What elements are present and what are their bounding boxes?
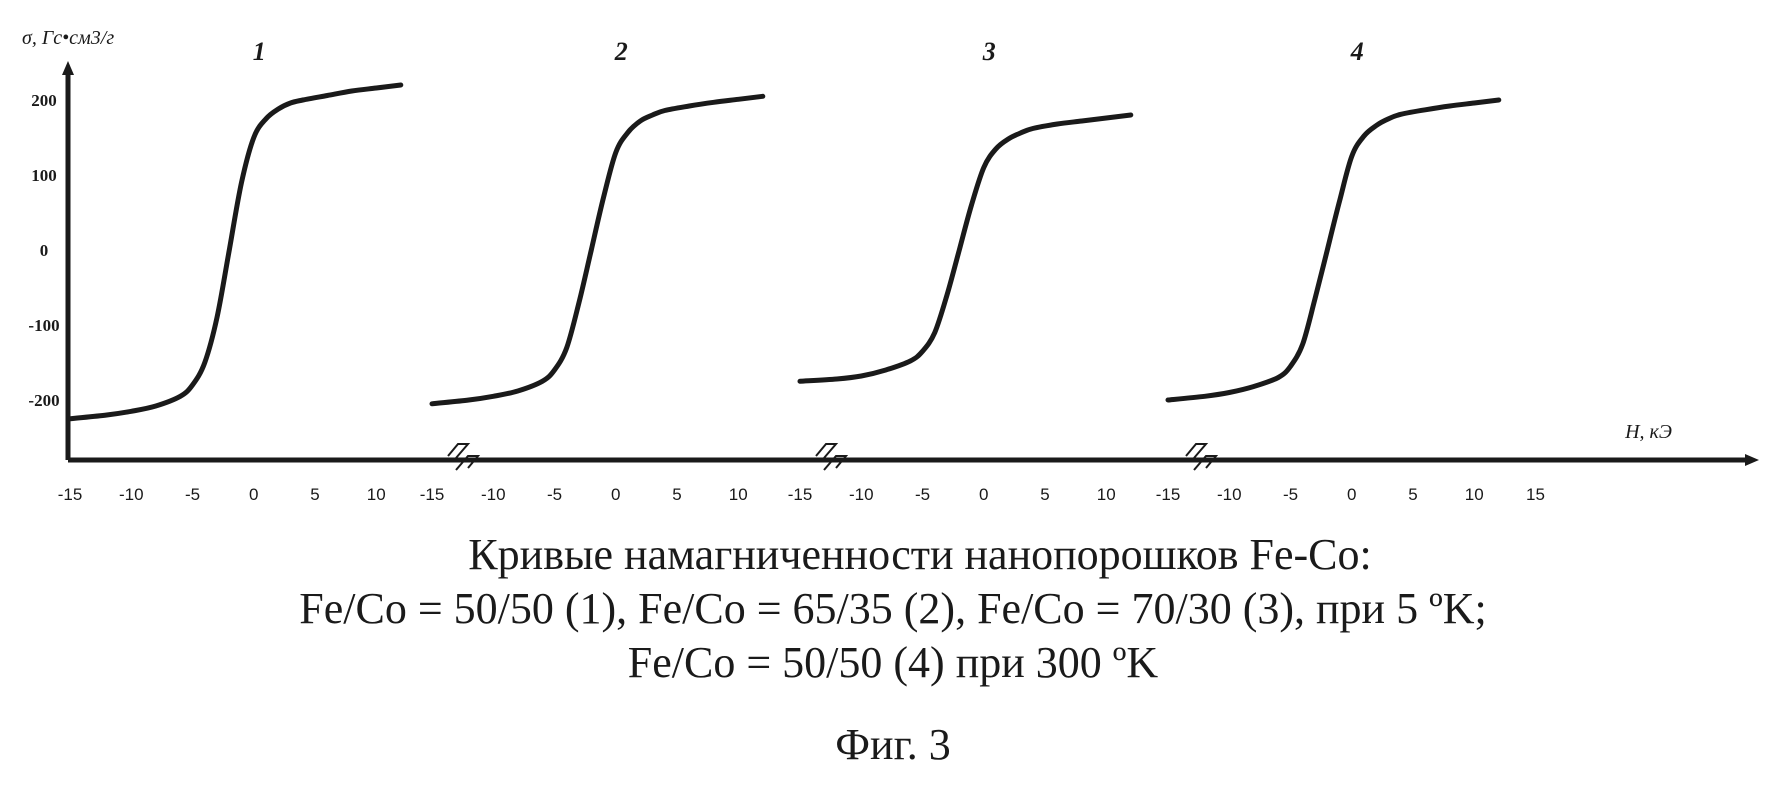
- magnetization-curve-4: [1168, 100, 1499, 400]
- x-axis-label: Н, кЭ: [1624, 421, 1672, 443]
- x-tick-label: -15: [58, 485, 83, 504]
- axis-break-mark-3: [1186, 444, 1216, 470]
- x-tick-label: 5: [310, 485, 319, 504]
- axis-break-mark-1: [448, 444, 478, 470]
- x-tick-label: -10: [481, 485, 506, 504]
- x-tick-label: 0: [611, 485, 620, 504]
- curve-label-3: 3: [982, 37, 996, 66]
- caption-line-1: Fe/Co = 50/50 (1), Fe/Co = 65/35 (2), Fe…: [0, 584, 1786, 634]
- x-tick-label: -15: [1156, 485, 1181, 504]
- x-tick-label: -10: [849, 485, 874, 504]
- x-tick-label: -15: [788, 485, 813, 504]
- x-tick-label: -15: [420, 485, 445, 504]
- x-tick-label: 10: [1097, 485, 1116, 504]
- caption-title: Кривые намагниченности нанопорошков Fe-C…: [360, 530, 1480, 580]
- y-axis-label: σ, Гс•см3/г: [22, 27, 114, 49]
- x-tick-label: -5: [547, 485, 562, 504]
- x-tick-label: -5: [185, 485, 200, 504]
- y-tick-label: -200: [28, 391, 59, 410]
- y-tick-label: 200: [31, 91, 57, 110]
- x-tick-label: -10: [119, 485, 144, 504]
- x-tick-label: 5: [672, 485, 681, 504]
- x-tick-label: 10: [1465, 485, 1484, 504]
- axis-break-mark-2: [816, 444, 846, 470]
- curve-label-1: 1: [253, 37, 266, 66]
- x-tick-label: 5: [1408, 485, 1417, 504]
- magnetization-curve-1: [70, 85, 401, 419]
- caption-line-2: Fe/Co = 50/50 (4) при 300 ºK: [0, 638, 1786, 688]
- x-tick-label: -5: [1283, 485, 1298, 504]
- magnetization-curve-2: [432, 96, 763, 404]
- magnetization-curve-3: [800, 115, 1131, 381]
- x-tick-label: 5: [1040, 485, 1049, 504]
- x-tick-label: -5: [915, 485, 930, 504]
- figure-number: Фиг. 3: [0, 720, 1786, 770]
- curve-label-2: 2: [614, 37, 628, 66]
- y-tick-label: -100: [28, 316, 59, 335]
- x-tick-label: 0: [979, 485, 988, 504]
- x-tick-label: 10: [367, 485, 386, 504]
- x-tick-label: 10: [729, 485, 748, 504]
- y-tick-label: 0: [40, 241, 49, 260]
- x-tick-label: 0: [1347, 485, 1356, 504]
- y-tick-label: 100: [31, 166, 57, 185]
- x-tick-label: 15: [1526, 485, 1545, 504]
- magnetization-chart: 2001000-100-200σ, Гс•см3/гН, кЭ-15-10-50…: [0, 0, 1786, 520]
- x-tick-label: 0: [249, 485, 258, 504]
- curve-label-4: 4: [1350, 37, 1364, 66]
- x-tick-label: -10: [1217, 485, 1242, 504]
